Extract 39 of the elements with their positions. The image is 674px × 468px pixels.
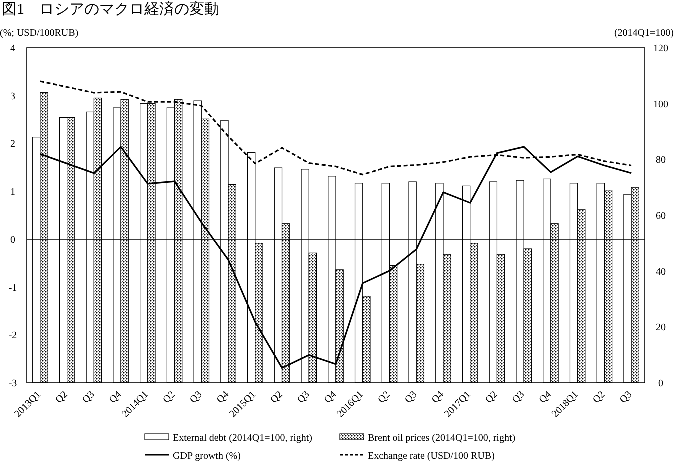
y-tick-label: -2 [8, 330, 18, 342]
y-tick-label: 4 [10, 44, 16, 54]
y2-axis-title: (2014Q1=100) [614, 28, 674, 39]
x-tick-label: Q4 [322, 389, 339, 406]
legend-label: GDP growth (%) [173, 451, 241, 462]
legend-label: Exchange rate (USD/100 RUB) [368, 451, 495, 462]
chart-title: 図1 ロシアのマクロ経済の変動 [2, 1, 220, 18]
x-tick-label: Q2 [268, 389, 286, 406]
y2-tick-label: 0 [658, 378, 664, 390]
x-tick-label: Q3 [80, 389, 98, 406]
y2-tick-label: 20 [656, 322, 666, 334]
x-tick-label: Q2 [484, 389, 500, 406]
y2-tick-label: 100 [654, 99, 668, 110]
x-tick-label: Q2 [54, 389, 70, 406]
x-tick-label: Q3 [296, 389, 312, 406]
y2-tick-label: 80 [656, 155, 666, 166]
legend-label: Brent oil prices (2014Q1=100, right) [368, 433, 516, 444]
legend-label: External debt (2014Q1=100, right) [173, 433, 312, 444]
y-tick-label: 2 [10, 139, 16, 150]
x-tick-label: Q3 [188, 389, 205, 406]
x-tick-label: Q3 [510, 389, 528, 406]
x-tick-label: Q3 [618, 389, 635, 406]
y-tick-label: 3 [10, 91, 16, 102]
x-tick-label: Q2 [591, 389, 608, 406]
y-tick-label: 1 [10, 187, 16, 198]
x-tick-label: Q2 [161, 389, 178, 406]
y-tick-label: -1 [8, 282, 18, 294]
x-tick-label: Q2 [376, 389, 393, 406]
x-tick-label: Q4 [108, 389, 124, 406]
x-tick-label: Q4 [538, 389, 554, 406]
x-tick-label: Q4 [430, 389, 446, 406]
y2-tick-label: 60 [656, 211, 666, 222]
y-tick-label: -3 [8, 378, 18, 390]
y2-tick-label: 40 [656, 266, 666, 278]
y-tick-label: 0 [10, 234, 16, 246]
y2-tick-label: 120 [654, 44, 668, 54]
y-axis-title: (%; USD/100RUB) [0, 28, 79, 39]
x-tick-label: Q4 [215, 389, 232, 406]
x-tick-label: Q3 [403, 389, 420, 406]
